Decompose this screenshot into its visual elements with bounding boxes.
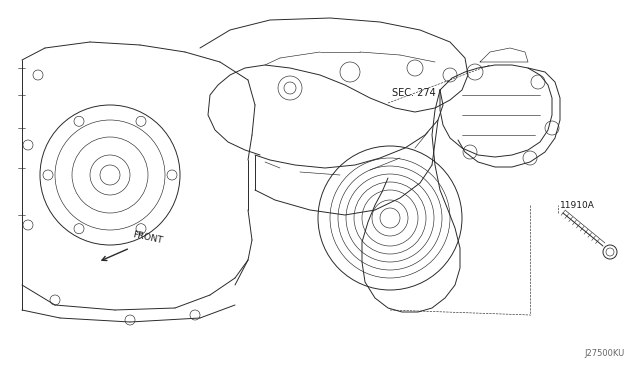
Text: 11910A: 11910A <box>560 201 595 209</box>
Text: SEC. 274: SEC. 274 <box>392 88 436 98</box>
Text: J27500KU: J27500KU <box>585 349 625 358</box>
Text: FRONT: FRONT <box>132 230 164 245</box>
